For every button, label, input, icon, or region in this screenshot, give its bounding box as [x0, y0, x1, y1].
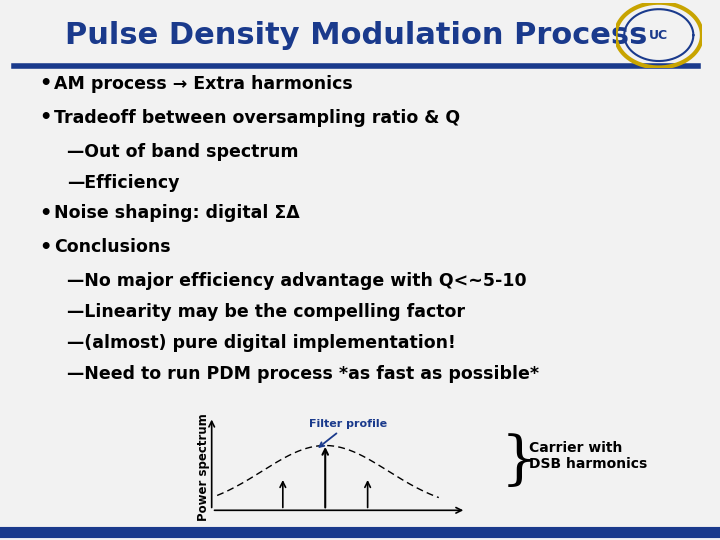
Text: •: •	[40, 108, 52, 127]
Text: —No major efficiency advantage with Q<~5-10: —No major efficiency advantage with Q<~5…	[67, 272, 526, 291]
Text: Power spectrum: Power spectrum	[197, 413, 210, 521]
Text: —Out of band spectrum: —Out of band spectrum	[67, 143, 299, 161]
Text: Carrier with
DSB harmonics: Carrier with DSB harmonics	[529, 441, 647, 471]
Text: Tradeoff between oversampling ratio & Q: Tradeoff between oversampling ratio & Q	[54, 109, 460, 127]
Text: Filter profile: Filter profile	[310, 419, 387, 447]
Text: Noise shaping: digital ΣΔ: Noise shaping: digital ΣΔ	[54, 204, 300, 222]
Text: —Linearity may be the compelling factor: —Linearity may be the compelling factor	[67, 303, 465, 321]
Text: UC: UC	[649, 29, 668, 42]
Text: —(almost) pure digital implementation!: —(almost) pure digital implementation!	[67, 334, 456, 352]
Text: AM process → Extra harmonics: AM process → Extra harmonics	[54, 75, 353, 93]
Text: —Efficiency: —Efficiency	[67, 173, 179, 192]
Text: •: •	[40, 238, 52, 257]
Text: }: }	[500, 434, 538, 490]
Text: Pulse Density Modulation Process: Pulse Density Modulation Process	[65, 21, 647, 50]
Text: •: •	[40, 204, 52, 223]
Text: Conclusions: Conclusions	[54, 238, 171, 256]
Text: —Need to run PDM process *as fast as possible*: —Need to run PDM process *as fast as pos…	[67, 364, 539, 383]
Text: •: •	[40, 74, 52, 93]
